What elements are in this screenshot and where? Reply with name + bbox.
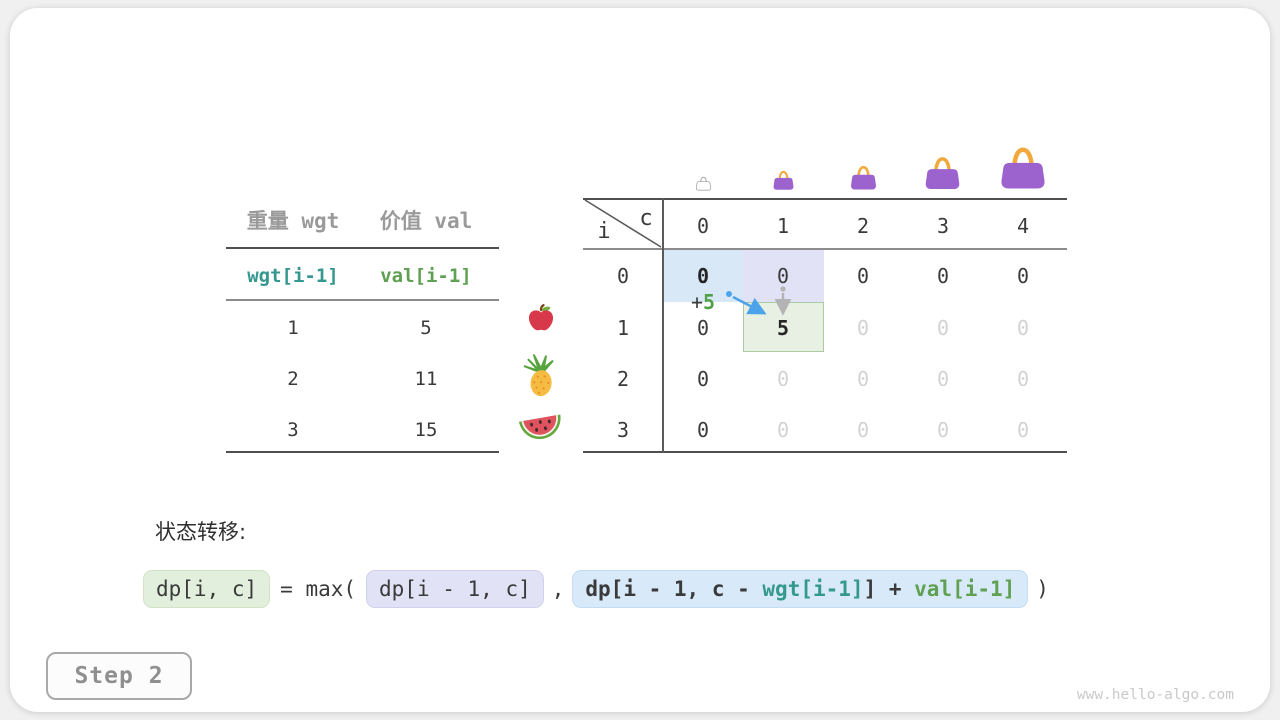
item-1-weight: 1 <box>287 317 299 339</box>
weights-formula-wgt: wgt[i-1] <box>247 265 339 287</box>
item-3-value: 15 <box>414 419 438 441</box>
formula-arg2-val: val[i-1] <box>914 577 1016 601</box>
arrow-down-grey <box>774 286 792 316</box>
dp-table-top-rule <box>583 198 1067 200</box>
col-header-1: 1 <box>776 214 790 238</box>
row-header-2: 2 <box>616 367 630 391</box>
formula-arg2-chip: dp[i - 1, c - wgt[i-1]] + val[i-1] <box>572 570 1029 608</box>
transition-label: 状态转移: <box>155 520 247 544</box>
row-header-3: 3 <box>616 418 630 442</box>
arrow-diagonal-blue <box>726 291 767 315</box>
dp-cell-1-1: 5 <box>776 316 790 340</box>
transition-formula: dp[i, c] = max( dp[i - 1, c] , dp[i - 1,… <box>143 569 1057 609</box>
dp-table-header-rule <box>583 248 1067 250</box>
add-value-plus: + <box>691 290 704 314</box>
item-1-value: 5 <box>420 317 432 339</box>
item-3-weight: 3 <box>287 419 299 441</box>
formula-arg2-mid: ] + <box>863 577 915 601</box>
formula-lhs-chip: dp[i, c] <box>143 570 271 608</box>
pineapple-icon <box>523 354 554 397</box>
corner-row-var: i <box>597 218 611 244</box>
dp-cell-2-2: 0 <box>856 367 870 391</box>
item-2-weight: 2 <box>287 368 299 390</box>
add-value-number: 5 <box>703 290 716 314</box>
bag-capacity-3-icon <box>923 157 962 191</box>
dp-cell-0-1: 0 <box>776 264 790 288</box>
dp-cell-0-3: 0 <box>936 264 950 288</box>
weights-formula-val: val[i-1] <box>380 265 472 287</box>
dp-cell-2-0: 0 <box>696 367 710 391</box>
formula-arg1-chip: dp[i - 1, c] <box>366 570 544 608</box>
formula-eq-max: = max( <box>280 577 357 601</box>
dp-cell-0-0: 0 <box>696 264 710 288</box>
col-header-3: 3 <box>936 214 950 238</box>
formula-arg2-prefix: dp[i - 1, c - <box>585 577 763 601</box>
add-value-annotation: +5 <box>691 290 715 314</box>
bag-capacity-2-icon <box>849 165 878 191</box>
dp-cell-2-3: 0 <box>936 367 950 391</box>
dp-table-bottom-rule <box>583 451 1067 453</box>
row-header-0: 0 <box>616 264 630 288</box>
dp-cell-0-2: 0 <box>856 264 870 288</box>
formula-arg2-wgt: wgt[i-1] <box>762 577 864 601</box>
bag-capacity-4-icon <box>998 146 1048 191</box>
dp-cell-0-4: 0 <box>1016 264 1030 288</box>
dp-cell-1-3: 0 <box>936 316 950 340</box>
dp-cell-3-2: 0 <box>856 418 870 442</box>
dp-cell-3-3: 0 <box>936 418 950 442</box>
dp-table-vertical-rule <box>662 198 664 453</box>
weights-table-header-val: 价值 val <box>379 209 473 233</box>
col-header-2: 2 <box>856 214 870 238</box>
formula-close-paren: ) <box>1036 577 1049 601</box>
dp-cell-3-1: 0 <box>776 418 790 442</box>
weights-table-header-wgt: 重量 wgt <box>246 209 340 233</box>
formula-comma: , <box>551 577 565 601</box>
weights-table-top-rule <box>226 247 499 249</box>
dp-cell-2-1: 0 <box>776 367 790 391</box>
dp-cell-2-4: 0 <box>1016 367 1030 391</box>
apple-icon <box>528 304 554 331</box>
bag-capacity-1-icon <box>772 170 795 191</box>
bag-capacity-0-icon <box>695 176 712 191</box>
corner-diagonal-rule <box>584 199 662 248</box>
watermelon-icon <box>518 414 561 440</box>
corner-col-var: c <box>639 205 653 231</box>
dp-cell-1-2: 0 <box>856 316 870 340</box>
row-header-1: 1 <box>616 316 630 340</box>
weights-table-mid-rule <box>226 299 499 301</box>
transition-arrows <box>726 286 792 316</box>
dp-cell-1-4: 0 <box>1016 316 1030 340</box>
figure-card: 重量 wgt 价值 val wgt[i-1] val[i-1] 1 5 2 11… <box>10 8 1270 712</box>
dp-cell-3-4: 0 <box>1016 418 1030 442</box>
watermark: www.hello-algo.com <box>1076 687 1234 703</box>
dp-cell-1-0: 0 <box>696 316 710 340</box>
item-2-value: 11 <box>414 368 438 390</box>
dp-cell-3-0: 0 <box>696 418 710 442</box>
col-header-0: 0 <box>696 214 710 238</box>
weights-table-bottom-rule <box>226 451 499 453</box>
step-badge: Step 2 <box>46 652 192 700</box>
col-header-4: 4 <box>1016 214 1030 238</box>
